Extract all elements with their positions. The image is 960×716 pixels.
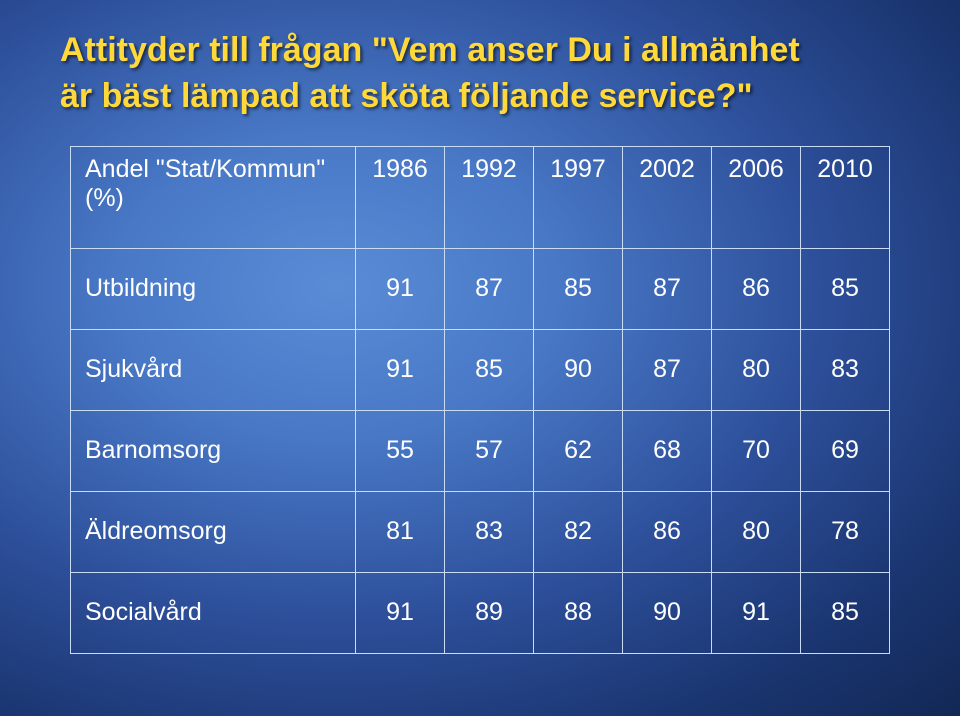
row-value: 85 xyxy=(534,248,623,329)
title-line-2: är bäst lämpad att sköta följande servic… xyxy=(60,77,753,115)
row-value: 91 xyxy=(356,572,445,653)
row-value: 87 xyxy=(623,329,712,410)
row-value: 68 xyxy=(623,410,712,491)
row-value: 91 xyxy=(356,329,445,410)
row-value: 62 xyxy=(534,410,623,491)
row-value: 85 xyxy=(801,572,890,653)
row-value: 85 xyxy=(445,329,534,410)
row-value: 87 xyxy=(445,248,534,329)
title-line-1: Attityder till frågan "Vem anser Du i al… xyxy=(60,31,800,69)
row-value: 70 xyxy=(712,410,801,491)
row-value: 78 xyxy=(801,491,890,572)
table-row: Utbildning 91 87 85 87 86 85 xyxy=(71,248,890,329)
row-value: 90 xyxy=(623,572,712,653)
row-value: 89 xyxy=(445,572,534,653)
row-label: Sjukvård xyxy=(71,329,356,410)
row-value: 83 xyxy=(445,491,534,572)
header-label-line-2: (%) xyxy=(85,184,124,212)
row-value: 87 xyxy=(623,248,712,329)
table-header-row: Andel "Stat/Kommun" (%) 1986 1992 1997 2… xyxy=(71,146,890,248)
data-table: Andel "Stat/Kommun" (%) 1986 1992 1997 2… xyxy=(70,146,890,654)
row-label: Äldreomsorg xyxy=(71,491,356,572)
row-label: Utbildning xyxy=(71,248,356,329)
row-value: 85 xyxy=(801,248,890,329)
header-year-cell: 1986 xyxy=(356,146,445,248)
header-year-cell: 1997 xyxy=(534,146,623,248)
row-value: 83 xyxy=(801,329,890,410)
table-row: Äldreomsorg 81 83 82 86 80 78 xyxy=(71,491,890,572)
row-value: 86 xyxy=(712,248,801,329)
data-table-wrap: Andel "Stat/Kommun" (%) 1986 1992 1997 2… xyxy=(70,146,890,654)
header-year-cell: 2002 xyxy=(623,146,712,248)
header-year-cell: 2010 xyxy=(801,146,890,248)
slide: Attityder till frågan "Vem anser Du i al… xyxy=(0,0,960,716)
row-value: 80 xyxy=(712,329,801,410)
row-value: 82 xyxy=(534,491,623,572)
row-value: 69 xyxy=(801,410,890,491)
row-label: Barnomsorg xyxy=(71,410,356,491)
row-label: Socialvård xyxy=(71,572,356,653)
row-value: 80 xyxy=(712,491,801,572)
header-label-line-1: Andel "Stat/Kommun" xyxy=(85,155,325,183)
row-value: 88 xyxy=(534,572,623,653)
row-value: 55 xyxy=(356,410,445,491)
row-value: 81 xyxy=(356,491,445,572)
table-row: Sjukvård 91 85 90 87 80 83 xyxy=(71,329,890,410)
table-row: Socialvård 91 89 88 90 91 85 xyxy=(71,572,890,653)
header-year-cell: 2006 xyxy=(712,146,801,248)
row-value: 90 xyxy=(534,329,623,410)
header-year-cell: 1992 xyxy=(445,146,534,248)
table-row: Barnomsorg 55 57 62 68 70 69 xyxy=(71,410,890,491)
slide-title: Attityder till frågan "Vem anser Du i al… xyxy=(60,28,900,120)
header-label-cell: Andel "Stat/Kommun" (%) xyxy=(71,146,356,248)
row-value: 91 xyxy=(712,572,801,653)
row-value: 57 xyxy=(445,410,534,491)
row-value: 86 xyxy=(623,491,712,572)
row-value: 91 xyxy=(356,248,445,329)
